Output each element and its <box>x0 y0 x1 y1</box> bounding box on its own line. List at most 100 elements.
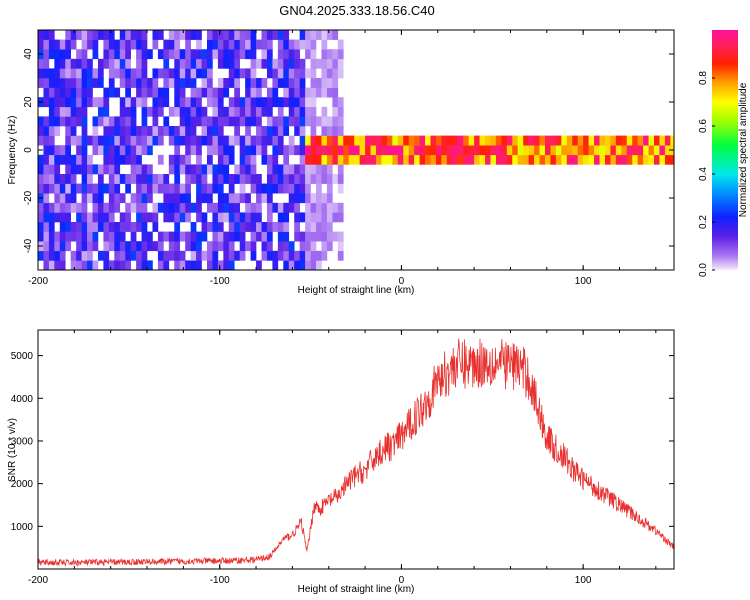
spectrogram-cell <box>103 49 110 60</box>
spectrogram-cell <box>343 135 350 146</box>
spectrogram-cell <box>670 135 674 146</box>
spectrogram-cell <box>604 154 611 165</box>
spectrogram-cell <box>136 212 142 223</box>
spectrogram-cell <box>626 145 633 156</box>
spectrogram-cell <box>321 145 328 156</box>
spectrogram-cell <box>108 212 115 223</box>
spectrogram-cell <box>119 145 126 156</box>
spectrogram-cell <box>136 78 142 88</box>
spectrogram-cell <box>65 145 72 156</box>
spectrogram-cell <box>119 260 126 270</box>
spectrogram-cell <box>386 135 393 146</box>
y-tick-label: 40 <box>23 48 34 60</box>
spectrogram-cell <box>348 135 355 146</box>
spectrogram-cell <box>310 202 317 213</box>
spectrogram-cell <box>528 145 535 156</box>
spectrogram-cell <box>321 193 328 204</box>
spectrogram-cell <box>65 49 72 60</box>
spectrogram-cell <box>534 154 540 165</box>
spectrogram-cell <box>179 97 186 108</box>
spectrogram-cell <box>196 145 202 156</box>
spectrogram-cell <box>615 145 622 156</box>
spectrogram-cell <box>332 231 339 242</box>
spectrogram-cell <box>239 212 246 223</box>
spectrogram-cell <box>125 106 131 117</box>
spectrogram-cell <box>206 97 213 108</box>
spectrogram-cell <box>305 106 311 117</box>
spectrogram-cell <box>190 126 197 136</box>
spectrogram-cell <box>157 106 164 117</box>
spectrogram-cell <box>648 154 655 165</box>
spectrogram-cell <box>196 30 202 40</box>
spectrogram-cell <box>228 260 235 270</box>
spectrogram-cell <box>234 116 241 127</box>
spectrogram-cell <box>136 49 142 60</box>
spectrogram-cell <box>256 260 262 270</box>
spectrogram-cell <box>250 241 257 252</box>
spectrogram-cell <box>190 222 197 232</box>
spectrogram-cell <box>310 212 317 223</box>
spectrogram-cell <box>321 30 328 40</box>
spectrogram-cell <box>48 145 55 156</box>
spectrogram-cell <box>114 241 121 252</box>
spectrogram-cell <box>239 30 246 40</box>
spectrogram-cell <box>256 126 262 136</box>
spectrogram-cell <box>201 126 208 136</box>
spectrogram-cell <box>283 231 290 242</box>
spectrogram-cell <box>321 58 328 69</box>
spectrogram-cell <box>517 135 524 146</box>
spectrogram-cell <box>54 49 61 60</box>
spectrogram-cell <box>250 135 257 146</box>
spectrogram-cell <box>555 154 562 165</box>
spectrogram-cell <box>299 78 306 88</box>
spectrogram-cell <box>332 202 339 213</box>
spectrogram-cell <box>239 145 246 156</box>
spectrogram-cell <box>316 116 322 127</box>
spectrogram-cell <box>310 164 317 175</box>
spectrogram-cell <box>201 78 208 88</box>
spectrogram-cell <box>326 30 333 40</box>
spectrogram-cell <box>70 39 77 50</box>
spectrogram-cell <box>185 145 191 156</box>
spectrogram-cell <box>157 30 164 40</box>
spectrogram-cell <box>87 68 93 79</box>
spectrogram-cell <box>48 39 55 50</box>
spectrogram-cell <box>277 39 284 50</box>
spectrogram-cell <box>76 106 82 117</box>
spectrogram-cell <box>239 164 246 175</box>
spectrogram-cell <box>239 49 246 60</box>
spectrogram-cell <box>125 49 131 60</box>
spectrogram-cell <box>108 145 115 156</box>
spectrogram-cell <box>228 241 235 252</box>
spectrogram-cell <box>130 231 137 242</box>
spectrogram-cell <box>261 126 268 136</box>
spectrogram-cell <box>168 30 175 40</box>
spectrogram-cell <box>141 174 148 184</box>
spectrogram-cell <box>54 202 61 213</box>
spectrogram-cell <box>305 202 311 213</box>
spectrogram-cell <box>234 231 241 242</box>
spectrogram-cell <box>136 202 142 213</box>
spectrogram-cell <box>147 241 153 252</box>
spectrogram-cell <box>332 58 339 69</box>
spectrogram-cell <box>283 116 290 127</box>
spectrogram-cell <box>212 97 219 108</box>
spectrogram-cell <box>217 135 224 146</box>
spectrogram-cell <box>245 212 251 223</box>
spectrogram-cell <box>457 154 464 165</box>
spectrogram-cell <box>185 49 191 60</box>
spectrogram-cell <box>316 250 322 261</box>
spectrogram-cell <box>326 78 333 88</box>
spectrogram-cell <box>65 164 72 175</box>
spectrogram-cell <box>277 30 284 40</box>
colorbar-tick-label: 0.0 <box>698 263 709 277</box>
spectrogram-cell <box>76 30 82 40</box>
spectrogram-cell <box>168 193 175 204</box>
spectrogram-cell <box>637 145 644 156</box>
spectrogram-cell <box>670 154 674 165</box>
spectrogram-cell <box>408 135 415 146</box>
spectrogram-cell <box>206 183 213 194</box>
spectrogram-cell <box>108 174 115 184</box>
spectrogram-cell <box>321 116 328 127</box>
